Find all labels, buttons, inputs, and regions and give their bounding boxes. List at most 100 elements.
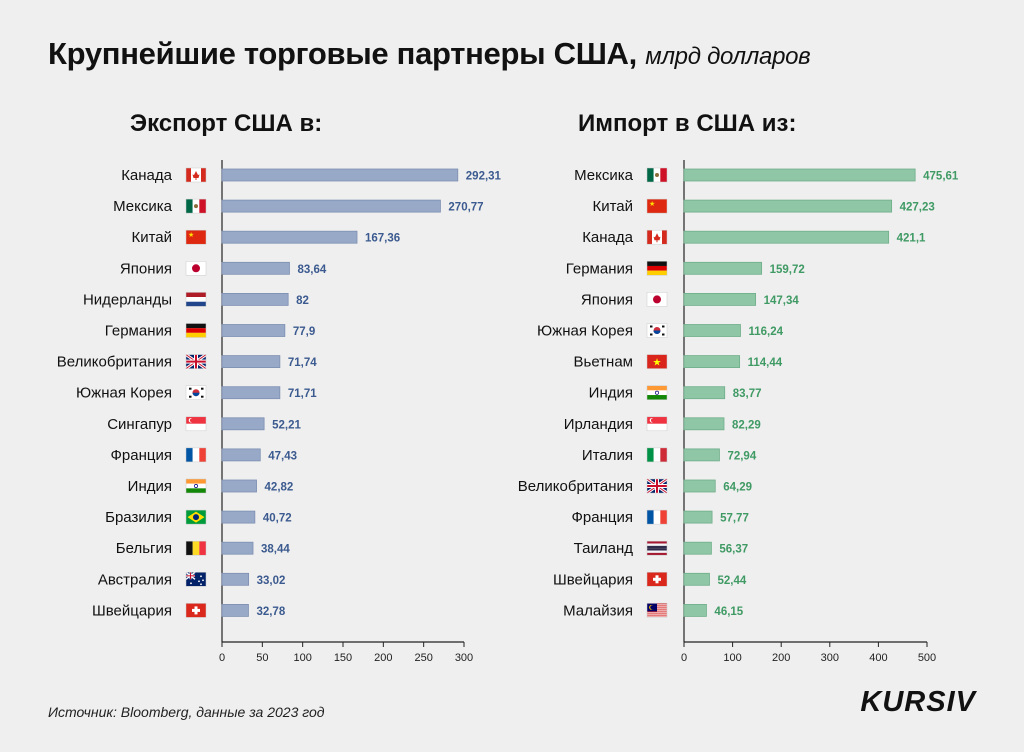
- flag-switzerland-icon: [646, 572, 668, 587]
- flag-canada-icon: [185, 167, 207, 183]
- export-category-label: Германия: [105, 323, 172, 340]
- flag-china-icon: ★: [185, 229, 207, 245]
- export-category-label: Швейцария: [92, 602, 172, 619]
- import-category-label: Малайзия: [563, 602, 633, 619]
- svg-text:★: ★: [653, 358, 662, 369]
- flag-south-korea-icon: [185, 385, 207, 400]
- export-bar: [221, 448, 261, 462]
- title-text: Крупнейшие торговые партнеры США,: [48, 36, 637, 71]
- import-value-label: 56,37: [719, 544, 748, 556]
- import-bar: [683, 292, 757, 306]
- import-category-label: Канада: [582, 229, 633, 246]
- import-value-label: 427,23: [900, 202, 935, 214]
- flag-japan-icon: [646, 292, 668, 307]
- flag-switzerland-icon: [185, 603, 207, 618]
- import-tick-label: 300: [821, 652, 839, 664]
- import-category-label: Южная Корея: [537, 323, 633, 340]
- svg-text:★: ★: [188, 231, 194, 239]
- export-category-label: Сингапур: [107, 416, 172, 433]
- import-category-label: Вьетнам: [574, 354, 633, 371]
- export-category-label: Южная Корея: [76, 385, 172, 402]
- flag-china-icon: ★: [646, 198, 668, 214]
- flag-belgium-icon: [185, 540, 207, 556]
- export-bar: [221, 199, 441, 213]
- export-value-label: 40,72: [263, 513, 292, 525]
- export-value-label: 167,36: [365, 233, 400, 245]
- export-category-label: Мексика: [113, 198, 173, 215]
- export-bar: [221, 230, 358, 244]
- export-value-label: 82: [296, 295, 309, 307]
- export-tick-label: 0: [219, 652, 225, 664]
- import-category-label: Мексика: [574, 167, 634, 184]
- export-bar: [221, 510, 256, 524]
- import-category-label: Япония: [581, 291, 633, 308]
- import-value-label: 421,1: [897, 233, 926, 245]
- import-tick-label: 500: [918, 652, 936, 664]
- flag-france-icon: [185, 447, 207, 463]
- import-value-label: 116,24: [748, 326, 783, 338]
- export-category-label: Франция: [111, 447, 172, 464]
- import-category-label: Индия: [589, 385, 633, 402]
- flag-netherlands-icon: [185, 292, 207, 307]
- import-bar: [683, 604, 707, 617]
- import-bar: [683, 510, 713, 524]
- import-bar: [683, 386, 726, 400]
- export-bar: [221, 355, 281, 369]
- export-tick-label: 300: [455, 652, 473, 664]
- export-category-label: Австралия: [98, 571, 172, 588]
- flag-mexico-icon: [185, 198, 207, 214]
- import-value-label: 83,77: [733, 388, 762, 400]
- import-category-label: Великобритания: [518, 478, 633, 495]
- page-title: Крупнейшие торговые партнеры США, млрд д…: [48, 36, 811, 72]
- svg-text:★: ★: [649, 200, 655, 208]
- import-bar: [683, 199, 893, 213]
- export-category-label: Канада: [121, 167, 172, 184]
- flag-south-korea-icon: [646, 323, 668, 338]
- export-bar: [221, 541, 254, 555]
- import-tick-label: 0: [681, 652, 687, 664]
- brand-logo: KURSIV: [860, 686, 976, 718]
- flag-germany-icon: [185, 323, 207, 338]
- export-bar: [221, 479, 257, 493]
- export-value-label: 42,82: [265, 482, 294, 494]
- import-value-label: 159,72: [770, 264, 805, 276]
- export-value-label: 292,31: [466, 171, 502, 183]
- import-bar: [683, 355, 741, 369]
- flag-uk-icon: [646, 477, 668, 495]
- export-value-label: 83,64: [297, 264, 326, 276]
- import-category-label: Германия: [566, 260, 633, 277]
- import-bar: [683, 479, 716, 493]
- import-tick-label: 400: [869, 652, 887, 664]
- export-tick-label: 100: [293, 652, 311, 664]
- export-bar: [221, 168, 459, 182]
- import-value-label: 64,29: [723, 482, 752, 494]
- export-bar: [221, 324, 286, 337]
- import-category-label: Франция: [572, 509, 633, 526]
- export-category-label: Нидерланды: [83, 291, 172, 308]
- import-value-label: 46,15: [714, 606, 743, 618]
- flag-singapore-icon: [646, 416, 668, 432]
- export-bar: [221, 292, 289, 306]
- export-chart: 0 50 100 150 200 250 300 Канада 292,31 Мексика 270…: [57, 160, 502, 664]
- export-tick-label: 200: [374, 652, 392, 664]
- export-value-label: 77,9: [293, 326, 315, 338]
- flag-india-icon: [185, 478, 207, 494]
- export-category-label: Бразилия: [105, 509, 172, 526]
- flag-india-icon: [646, 385, 668, 400]
- flag-vietnam-icon: ★: [646, 354, 668, 369]
- import-bar: [683, 448, 720, 462]
- flag-uk-icon: [185, 353, 207, 370]
- flag-germany-icon: [646, 261, 668, 276]
- export-category-label: Индия: [128, 478, 172, 495]
- export-value-label: 47,43: [268, 450, 297, 462]
- import-tick-label: 100: [723, 652, 741, 664]
- import-category-label: Швейцария: [553, 571, 633, 588]
- flag-mexico-icon: [646, 167, 668, 183]
- export-panel-title: Экспорт США в:: [130, 110, 323, 137]
- import-bar: [683, 261, 763, 275]
- import-tick-label: 200: [772, 652, 790, 664]
- flag-australia-icon: [185, 571, 207, 587]
- flag-malaysia-icon: [646, 603, 668, 618]
- export-bar: [221, 261, 290, 275]
